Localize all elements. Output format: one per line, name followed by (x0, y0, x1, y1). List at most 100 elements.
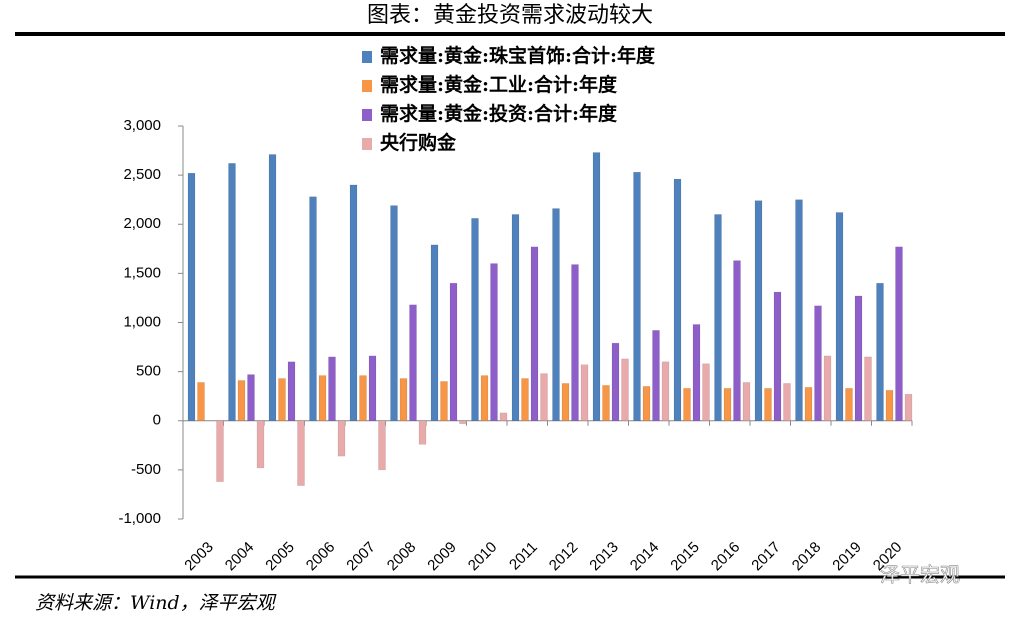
bar (621, 358, 629, 422)
source: 资料来源：Wind，泽平宏观 (35, 592, 277, 614)
bar (256, 420, 265, 469)
x-tick-label: 2004 (222, 539, 258, 575)
x-tick-label: 2003 (181, 539, 217, 575)
bar (409, 304, 417, 421)
bar (602, 385, 610, 422)
bar (449, 282, 458, 422)
bar (521, 378, 529, 422)
y-tick-label: 3,000 (123, 117, 161, 134)
x-tick-label: 2007 (343, 539, 379, 575)
bar (287, 361, 296, 421)
bar (228, 163, 236, 422)
x-tick-label: 2009 (424, 539, 460, 575)
bar (459, 420, 467, 424)
y-tick-label: -500 (131, 461, 161, 478)
bar (530, 246, 539, 421)
bar (804, 387, 813, 421)
bar (592, 152, 601, 421)
bar (297, 420, 305, 486)
bar (187, 172, 196, 421)
bar (247, 374, 255, 422)
x-tick-label: 2008 (384, 539, 420, 575)
bar (540, 373, 548, 421)
bar (864, 356, 872, 422)
bar (237, 380, 246, 421)
bar (268, 154, 277, 421)
legend-label: 央行购金 (380, 131, 457, 154)
bar (764, 388, 772, 422)
bar (854, 295, 863, 421)
bar (378, 420, 386, 471)
x-tick-label: 2016 (708, 539, 744, 575)
bar (823, 355, 832, 421)
bar (692, 324, 701, 421)
bar (783, 383, 791, 422)
y-tick-label: 2,500 (123, 166, 161, 183)
bar (318, 375, 327, 421)
bar (278, 378, 286, 422)
bar (885, 390, 894, 422)
legend-swatch (362, 80, 372, 92)
legend-label: 需求量:黄金:投资:合计:年度 (380, 102, 618, 125)
legend-label: 需求量:黄金:工业:合计:年度 (380, 73, 618, 96)
x-tick-label: 2013 (586, 539, 622, 575)
bar (349, 184, 358, 421)
bar (499, 412, 508, 422)
bar (216, 420, 224, 482)
bar (714, 214, 722, 421)
bar (642, 386, 651, 421)
bar (390, 205, 398, 421)
legend-label: 需求量:黄金:珠宝首饰:合计:年度 (380, 44, 656, 67)
bar (773, 291, 782, 422)
x-tick-label: 2017 (748, 539, 784, 575)
bar (580, 364, 589, 421)
bar (359, 375, 367, 421)
y-tick-label: 1,500 (123, 264, 161, 281)
y-tick-label: 0 (153, 412, 161, 429)
bar (742, 382, 751, 421)
bar (552, 208, 560, 421)
bar (490, 263, 498, 421)
bar (702, 363, 710, 422)
chart-title: 图表：黄金投资需求波动较大 (367, 3, 653, 28)
bar (197, 382, 205, 421)
y-tick-label: 500 (136, 363, 161, 380)
bar (795, 199, 803, 421)
x-tick-label: 2018 (789, 539, 825, 575)
x-tick-label: 2010 (465, 539, 501, 575)
bar (661, 361, 670, 421)
bar (511, 214, 520, 421)
legend-swatch (362, 109, 372, 121)
bar (733, 260, 741, 422)
x-tick-label: 2011 (506, 539, 541, 574)
x-tick-label: 2006 (303, 539, 339, 575)
bar (723, 388, 732, 422)
x-tick-label: 2012 (546, 539, 582, 575)
legend-swatch (362, 51, 372, 63)
bar (561, 383, 570, 422)
x-tick-label: 2005 (262, 539, 298, 575)
bar (652, 330, 660, 421)
x-tick-label: 2014 (627, 539, 663, 575)
bar (904, 393, 913, 422)
bar (633, 171, 641, 421)
bar (835, 212, 844, 421)
bar (611, 342, 620, 422)
y-tick-label: 1,000 (123, 313, 161, 330)
x-tick-label: 2015 (667, 539, 703, 575)
bar (418, 420, 427, 445)
bar (368, 355, 377, 421)
y-tick-label: -1,000 (118, 510, 161, 527)
bar (754, 200, 763, 421)
bar (337, 420, 346, 457)
bar (673, 178, 682, 421)
bar (845, 388, 853, 422)
bar (471, 218, 479, 421)
bar (683, 388, 691, 422)
bar (480, 375, 489, 421)
x-tick-label: 2019 (829, 539, 865, 575)
bar (309, 196, 317, 421)
bar (328, 356, 336, 422)
bar (430, 244, 439, 421)
